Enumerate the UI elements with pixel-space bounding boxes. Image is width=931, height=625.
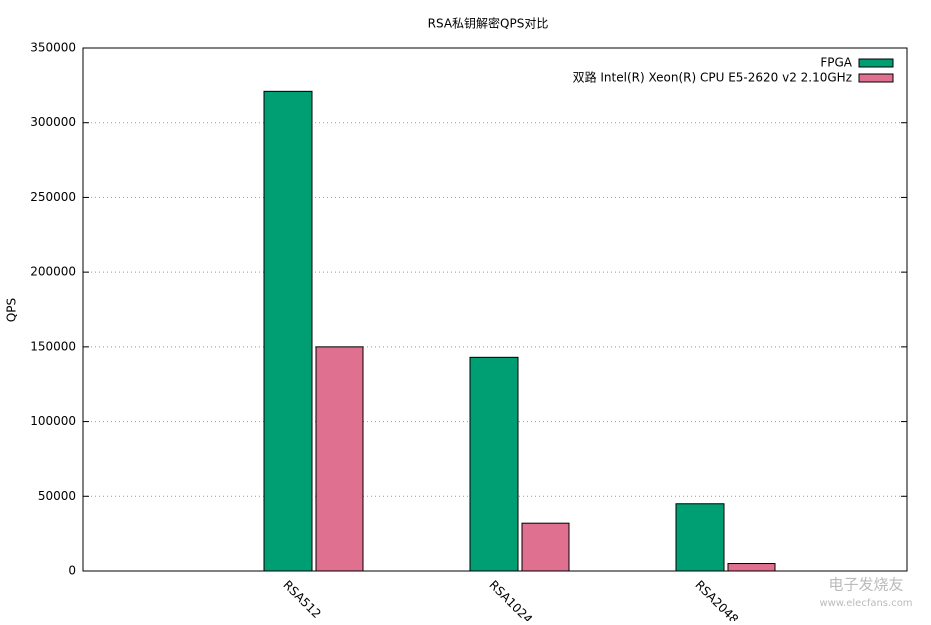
legend-label: FPGA <box>820 56 852 70</box>
x-tick-label: RSA512 <box>280 578 323 621</box>
watermark: www.elecfans.com <box>819 598 912 609</box>
bar <box>727 563 776 572</box>
x-tick-label: RSA2048 <box>692 578 741 621</box>
y-tick-label: 150000 <box>30 339 76 353</box>
y-tick-label: 200000 <box>30 265 76 279</box>
legend-label: 双路 Intel(R) Xeon(R) CPU E5-2620 v2 2.10G… <box>573 70 852 85</box>
y-tick-label: 50000 <box>38 489 76 503</box>
y-tick-label: 250000 <box>30 190 76 204</box>
watermark: 电子发烧友 <box>828 576 903 594</box>
bar <box>469 356 519 572</box>
bar <box>263 90 313 572</box>
chart-title: RSA私钥解密QPS对比 <box>428 16 549 31</box>
y-tick-label: 350000 <box>30 41 76 55</box>
bar <box>521 522 570 572</box>
y-tick-label: 300000 <box>30 115 76 129</box>
legend-swatch <box>858 73 894 83</box>
bar <box>675 503 725 572</box>
bar <box>315 346 364 572</box>
y-axis-label: QPS <box>5 298 19 322</box>
y-tick-label: 100000 <box>30 414 76 428</box>
legend-swatch <box>858 58 894 68</box>
x-tick-label: RSA1024 <box>486 578 535 621</box>
y-tick-label: 0 <box>68 564 76 578</box>
